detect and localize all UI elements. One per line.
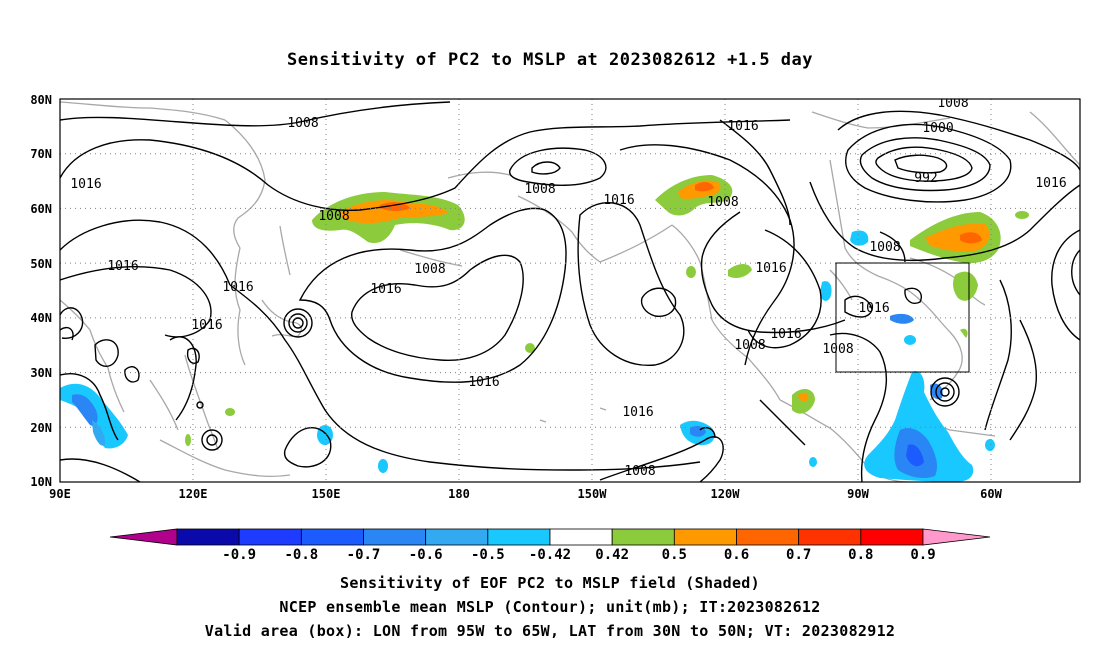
plot-frame	[59, 98, 1081, 483]
colorbar-tick-label: -0.6	[409, 547, 443, 563]
lat-label: 10N	[30, 475, 52, 489]
colorbar-segment	[300, 528, 364, 546]
isobar-label: 1008	[318, 209, 349, 224]
isobar-label: 1016	[370, 282, 401, 297]
colorbar-tick-label: -0.42	[529, 547, 571, 563]
isobar-label: 1016	[858, 301, 889, 316]
lat-label: 80N	[30, 93, 52, 107]
map-title: Sensitivity of PC2 to MSLP at 2023082612…	[286, 50, 813, 70]
colorbar-tick-label: 0.7	[786, 547, 811, 563]
isobar-label: 1016	[468, 375, 499, 390]
lat-label: 60N	[30, 202, 52, 216]
colorbar-segment	[425, 528, 489, 546]
colorbar-tick-label: -0.8	[284, 547, 318, 563]
lon-label: 90W	[847, 487, 869, 501]
caption-line-3: Valid area (box): LON from 95W to 65W, L…	[204, 622, 896, 640]
caption-line-2: NCEP ensemble mean MSLP (Contour); unit(…	[279, 598, 821, 616]
positive-sensitivity-shading	[185, 175, 1029, 446]
lat-label: 70N	[30, 147, 52, 161]
isobar-label: 1016	[191, 318, 222, 333]
lat-label: 30N	[30, 366, 52, 380]
isobar-label: 1008	[524, 182, 555, 197]
isobar-label: 1008	[734, 338, 765, 353]
colorbar-segment	[611, 528, 675, 546]
isobar-label: 1000	[922, 121, 953, 136]
isobar-label: 1008	[869, 240, 900, 255]
colorbar-tick-label: 0.6	[724, 547, 749, 563]
caption-line-1: Sensitivity of EOF PC2 to MSLP field (Sh…	[340, 574, 760, 592]
lat-label: 50N	[30, 257, 52, 271]
lon-label: 120E	[179, 487, 208, 501]
isobar-label: 1016	[1035, 176, 1066, 191]
colorbar-labels: -0.9 -0.8 -0.7 -0.6 -0.5 -0.42 0.42 0.5 0.6 0.7 0.…	[222, 547, 935, 563]
colorbar-segment	[798, 528, 862, 546]
colorbar-tick-label: 0.42	[595, 547, 629, 563]
lat-label: 20N	[30, 421, 52, 435]
valid-area-box	[835, 262, 970, 373]
isobar-label: 992	[914, 171, 937, 186]
lon-label: 180	[448, 487, 470, 501]
colorbar-segment	[487, 528, 551, 546]
lon-label: 90E	[49, 487, 71, 501]
isobar-label: 1016	[755, 261, 786, 276]
isobar-labels: 1008 1016 1016 1008 1016 1016 1008 1016 …	[70, 96, 1066, 479]
isobar-label: 1008	[707, 195, 738, 210]
isobar-label: 1016	[622, 405, 653, 420]
colorbar-tick-label: 0.8	[848, 547, 873, 563]
latitude-axis: 80N 70N 60N 50N 40N 30N 20N 10N	[30, 93, 52, 489]
isobar-label: 1016	[770, 327, 801, 342]
colorbar-tick-label: -0.7	[347, 547, 381, 563]
colorbar-arrow-low	[109, 528, 178, 546]
isobar-label: 1016	[107, 259, 138, 274]
isobar-label: 1008	[414, 262, 445, 277]
colorbar-tick-label: 0.5	[662, 547, 687, 563]
colorbar-segment	[549, 528, 613, 546]
mslp-contours	[60, 101, 1080, 482]
isobar-label: 1016	[603, 193, 634, 208]
longitude-axis: 90E 120E 150E 180 150W 120W 90W 60W	[49, 487, 1002, 501]
colorbar	[109, 528, 991, 546]
isobar-label: 1016	[222, 280, 253, 295]
lat-label: 40N	[30, 311, 52, 325]
colorbar-segment	[736, 528, 800, 546]
isobar-label: 1008	[624, 464, 655, 479]
isobar-label: 1016	[70, 177, 101, 192]
colorbar-tick-label: 0.9	[910, 547, 935, 563]
colorbar-tick-label: -0.9	[222, 547, 256, 563]
colorbar-arrow-high	[922, 528, 991, 546]
lon-label: 150W	[578, 487, 608, 501]
colorbar-segment	[238, 528, 302, 546]
isobar-label: 1008	[287, 116, 318, 131]
lon-label: 150E	[312, 487, 341, 501]
lon-label: 120W	[711, 487, 741, 501]
isobar-label: 1008	[822, 342, 853, 357]
colorbar-segment	[673, 528, 737, 546]
lon-label: 60W	[980, 487, 1002, 501]
colorbar-segment	[176, 528, 240, 546]
isobar-label: 1016	[727, 119, 758, 134]
colorbar-segment	[363, 528, 427, 546]
colorbar-tick-label: -0.5	[471, 547, 505, 563]
isobar-label: 1008	[937, 96, 968, 111]
colorbar-segment	[860, 528, 924, 546]
